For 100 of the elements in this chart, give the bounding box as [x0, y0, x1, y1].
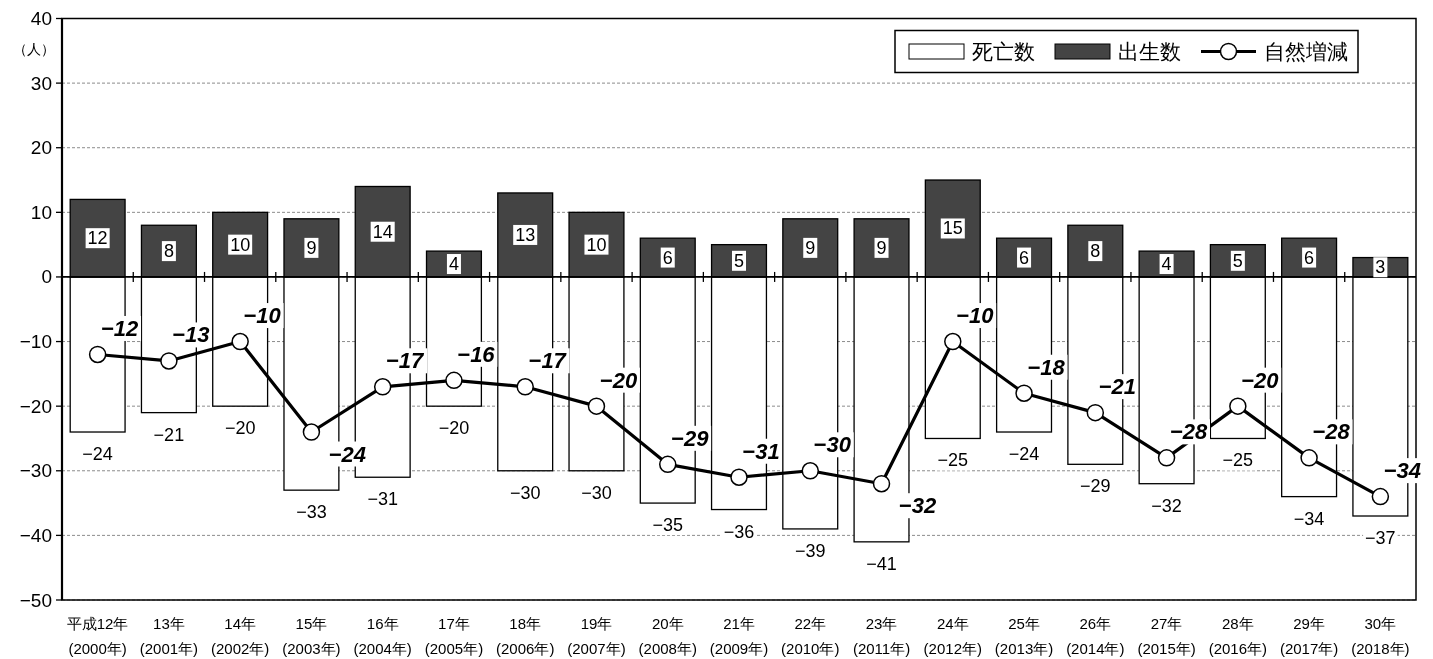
- point: [516, 378, 534, 396]
- data-label: −24: [82, 444, 113, 465]
- x-tick-label: 28年 (2016年): [1208, 614, 1268, 657]
- x-tick-label: 15年 (2003年): [282, 614, 341, 657]
- data-label: 3: [1375, 257, 1386, 278]
- point: [1015, 384, 1033, 402]
- x-tick-label: 20年 (2008年): [638, 614, 697, 657]
- point: [587, 397, 606, 415]
- data-label: 9: [306, 237, 317, 258]
- data-label: −41: [866, 553, 897, 574]
- point: [1229, 397, 1247, 415]
- data-label: 8: [163, 241, 174, 262]
- point: [231, 332, 249, 351]
- x-tick-label: 24年 (2012年): [923, 614, 982, 657]
- data-label: 4: [448, 254, 459, 275]
- data-label: −25: [937, 450, 969, 471]
- point: [88, 345, 107, 364]
- data-label: −10: [956, 303, 995, 329]
- point: [872, 474, 891, 493]
- point: [445, 371, 463, 390]
- data-label: 6: [662, 247, 673, 268]
- data-label: −12: [100, 315, 140, 341]
- data-label: −25: [1222, 450, 1254, 471]
- data-label: −32: [1151, 495, 1182, 516]
- x-tick-label: 21年 (2009年): [709, 614, 769, 657]
- data-label: −18: [1027, 354, 1066, 380]
- data-label: −17: [528, 348, 568, 374]
- x-tick-label: 18年 (2006年): [496, 614, 555, 657]
- data-label: 5: [1232, 250, 1243, 271]
- x-tick-label: 14年 (2002年): [210, 614, 270, 657]
- y-tick-label: −20: [19, 395, 52, 417]
- legend-label: 自然増減: [1264, 40, 1348, 63]
- data-label: −16: [457, 341, 496, 367]
- x-tick-label: 30年 (2018年): [1351, 614, 1410, 657]
- data-label: −24: [1008, 444, 1040, 465]
- point: [1086, 403, 1105, 422]
- data-label: 8: [1090, 241, 1101, 262]
- data-label: −20: [438, 418, 470, 439]
- data-label: −21: [153, 424, 185, 445]
- legend-label: 出生数: [1118, 40, 1181, 63]
- x-tick-label: 25年 (2013年): [994, 614, 1054, 657]
- data-label: −20: [599, 367, 638, 393]
- x-tick-label: 19年 (2007年): [567, 614, 626, 657]
- data-label: −34: [1293, 508, 1325, 529]
- y-tick-label: −30: [19, 460, 52, 482]
- data-label: 10: [230, 234, 251, 255]
- x-tick-label: 29年 (2017年): [1279, 614, 1339, 657]
- data-label: −20: [224, 418, 256, 439]
- legend-label: 死亡数: [972, 40, 1035, 63]
- x-tick-label: 27年 (2015年): [1137, 614, 1196, 657]
- data-label: 15: [942, 218, 963, 239]
- data-label: −32: [898, 493, 937, 519]
- point: [801, 462, 820, 480]
- data-label: −30: [813, 432, 852, 458]
- y-axis-title: （人）: [13, 41, 55, 57]
- data-label: −24: [328, 441, 367, 467]
- data-label: 12: [87, 228, 108, 249]
- data-label: −20: [1241, 367, 1280, 393]
- y-tick-label: 0: [41, 266, 52, 288]
- y-tick-label: 10: [30, 201, 52, 223]
- data-label: 10: [586, 234, 607, 255]
- data-label: 6: [1304, 247, 1315, 268]
- point: [944, 332, 962, 351]
- data-label: 13: [515, 224, 536, 245]
- x-tick-label: 13年 (2001年): [139, 614, 199, 657]
- data-label: 14: [372, 221, 393, 242]
- point: [1300, 449, 1318, 467]
- point: [1371, 487, 1390, 506]
- x-tick-label: 23年 (2011年): [852, 614, 911, 657]
- x-tick-label: 16年 (2004年): [353, 614, 412, 657]
- data-label: −28: [1169, 419, 1208, 445]
- point: [730, 468, 748, 486]
- data-label: −29: [671, 425, 710, 451]
- data-label: −31: [742, 438, 780, 464]
- x-tick-label: 平成12年 (2000年): [66, 614, 129, 657]
- x-tick-label: 22年 (2010年): [781, 614, 840, 657]
- data-label: −31: [367, 489, 398, 510]
- x-tick-label: 17年 (2005年): [424, 614, 484, 657]
- y-tick-label: 40: [30, 8, 52, 29]
- x-tick-label: 26年 (2014年): [1066, 614, 1125, 657]
- data-label: −21: [1098, 374, 1136, 400]
- data-label: 6: [1019, 247, 1030, 268]
- data-label: −36: [723, 521, 755, 542]
- data-label: −29: [1080, 476, 1111, 497]
- data-label: 4: [1161, 254, 1172, 275]
- y-tick-label: 30: [30, 72, 52, 94]
- y-tick-label: −50: [19, 589, 52, 611]
- data-label: −34: [1383, 458, 1422, 484]
- data-label: −30: [509, 482, 541, 503]
- point: [160, 352, 178, 370]
- data-label: −39: [794, 540, 826, 561]
- point: [658, 455, 677, 474]
- y-tick-label: −10: [19, 331, 52, 353]
- data-label: −13: [172, 322, 210, 348]
- data-label: 9: [876, 237, 887, 258]
- data-label: −33: [296, 502, 327, 523]
- data-label: −17: [386, 348, 426, 374]
- data-label: −30: [581, 482, 612, 503]
- data-label: −28: [1312, 419, 1351, 445]
- y-tick-label: −40: [19, 524, 52, 546]
